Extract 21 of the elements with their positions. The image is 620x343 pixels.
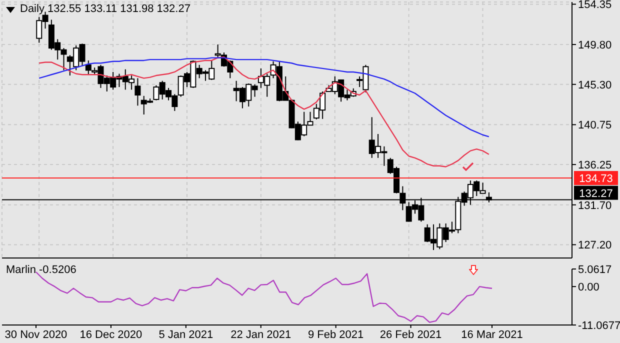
x-tick-label: 26 Feb 2021 (380, 328, 442, 341)
y-tick-label: 149.80 (578, 39, 612, 52)
x-tick-label: 16 Mar 2021 (461, 328, 523, 341)
y-tick-label: 0.00 (578, 281, 600, 294)
y-tick-label: 140.75 (578, 120, 612, 132)
x-tick-label: 16 Dec 2020 (80, 328, 142, 341)
x-tick-label: 5 Jan 2021 (158, 328, 214, 341)
ref-line-label: 132.27 (579, 188, 613, 200)
y-tick-label: 127.20 (578, 240, 612, 252)
x-tick-label: 9 Feb 2021 (308, 328, 364, 341)
y-tick-label: 5.0617 (578, 264, 612, 276)
ref-line-label: 134.73 (579, 173, 613, 186)
chart-title: Marlin -0.5206 (6, 264, 76, 276)
y-tick-label: -11.0677 (578, 320, 620, 332)
x-tick-label: 30 Nov 2020 (4, 328, 68, 341)
chart-title: Daily 132.55 133.11 131.98 132.27 (20, 3, 190, 15)
y-tick-label: 131.70 (578, 200, 612, 212)
y-tick-label: 145.30 (578, 79, 612, 92)
y-tick-label: 136.25 (578, 159, 612, 172)
x-tick-label: 22 Jan 2021 (230, 328, 292, 341)
y-tick-label: 154.35 (578, 0, 612, 12)
